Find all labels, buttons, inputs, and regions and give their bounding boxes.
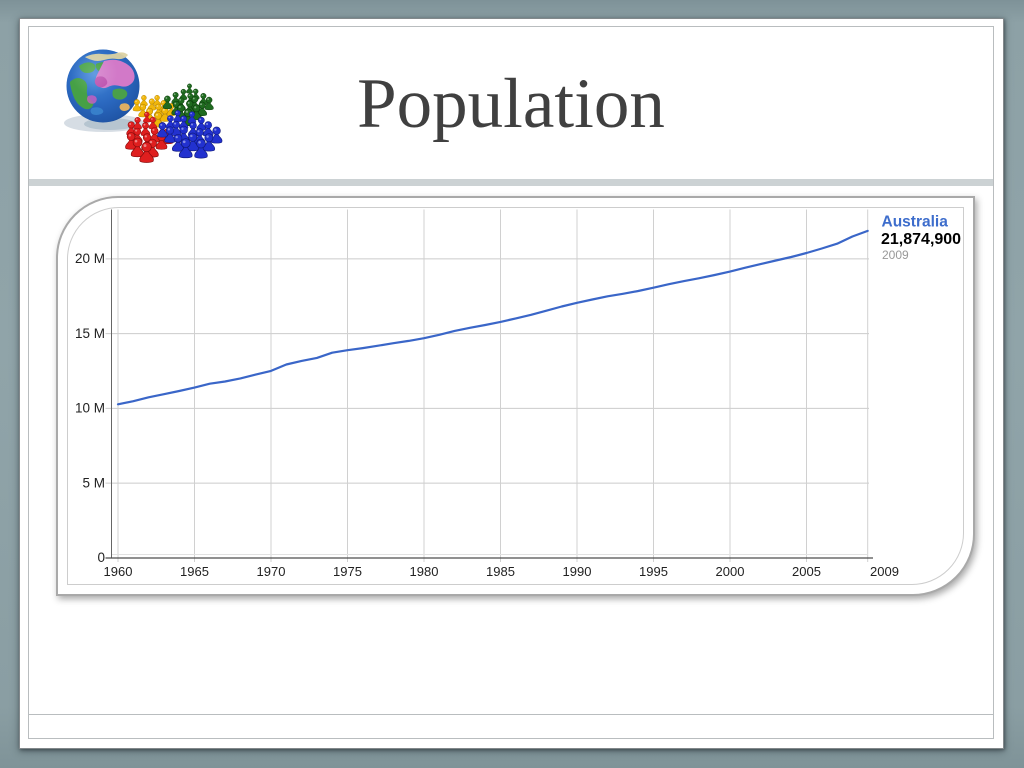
svg-text:20 M: 20 M (75, 251, 105, 266)
svg-text:2009: 2009 (870, 564, 899, 579)
svg-text:0: 0 (97, 550, 105, 565)
svg-text:1970: 1970 (257, 564, 286, 579)
svg-text:10 M: 10 M (75, 401, 105, 416)
svg-text:1960: 1960 (104, 564, 133, 579)
svg-text:5 M: 5 M (82, 475, 105, 490)
svg-text:21,874,900: 21,874,900 (881, 231, 961, 248)
svg-text:1990: 1990 (563, 564, 592, 579)
svg-text:1965: 1965 (180, 564, 209, 579)
svg-text:Australia: Australia (882, 214, 949, 231)
svg-text:1995: 1995 (639, 564, 668, 579)
svg-text:2009: 2009 (882, 248, 909, 262)
svg-text:15 M: 15 M (75, 326, 105, 341)
svg-text:1985: 1985 (486, 564, 515, 579)
svg-text:2005: 2005 (792, 564, 821, 579)
svg-text:2000: 2000 (716, 564, 745, 579)
svg-text:1975: 1975 (333, 564, 362, 579)
svg-text:1980: 1980 (410, 564, 439, 579)
